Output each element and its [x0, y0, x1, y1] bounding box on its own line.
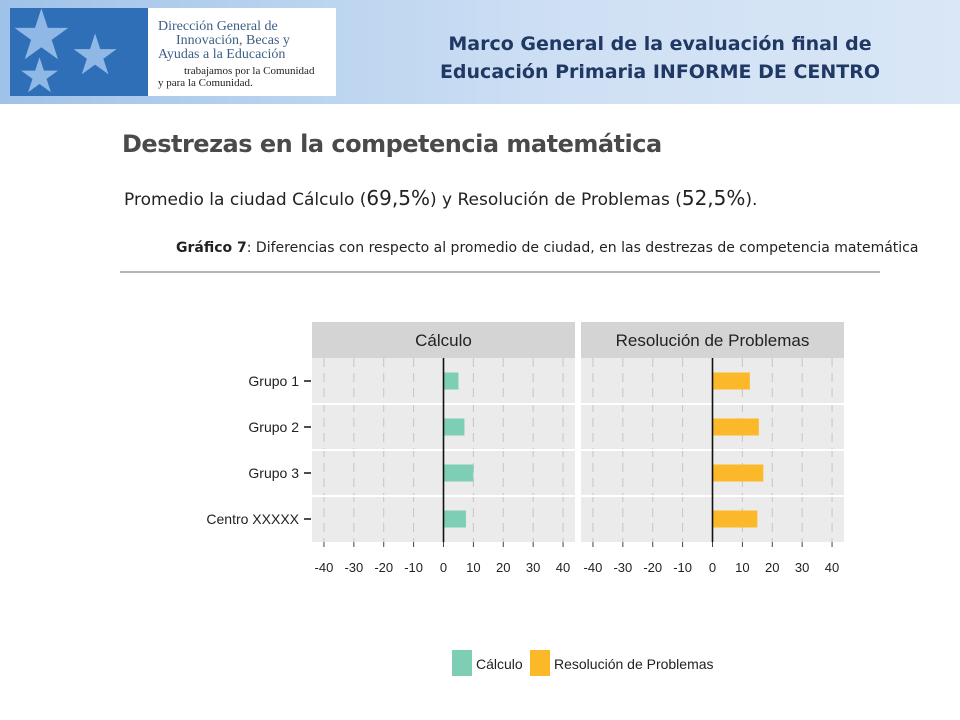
bar-calculo [443, 510, 466, 528]
bar-resolucion [712, 418, 759, 436]
star-icon: ★ [18, 48, 62, 96]
chart: Cálculo -40 -30 -20 -10 0 10 20 30 40 Resolución d… [206, 322, 844, 575]
x-tick-label: 0 [709, 560, 716, 575]
legend-label: Cálculo [476, 656, 523, 672]
resolucion-average: 52,5% [681, 186, 746, 210]
x-tick-label: 40 [556, 560, 570, 575]
bar-resolucion [712, 464, 764, 482]
star-icon: ★ [10, 8, 73, 76]
header-title-line: Marco General de la evaluación final de [448, 33, 872, 55]
x-tick-label: 30 [795, 560, 809, 575]
bar-calculo [443, 372, 459, 390]
section-title: Destrezas en la competencia matemática [122, 130, 662, 158]
x-tick-label: -20 [374, 560, 393, 575]
calculo-average: 69,5% [366, 186, 430, 210]
x-tick-label: 20 [496, 560, 510, 575]
header-title-line: Educación Primaria INFORME DE CENTRO [439, 61, 881, 83]
y-category-label: Grupo 1 [248, 373, 299, 389]
header-banner: ★ ★ ★ Dirección General de Innovación, B… [0, 0, 960, 104]
legend-swatch [530, 650, 550, 676]
x-tick-label: -40 [315, 560, 334, 575]
subtitle: Promedio la ciudad Cálculo (69,5%) y Res… [124, 186, 757, 210]
logo-line: Innovación, Becas y [176, 33, 290, 48]
y-category-label: Centro XXXXX [206, 511, 299, 527]
panel-strip [581, 322, 844, 358]
logo-tagline: trabajamos por la Comunidad [184, 65, 315, 77]
x-tick-label: -30 [344, 560, 363, 575]
x-tick-label: 0 [440, 560, 447, 575]
x-tick-label: 10 [735, 560, 749, 575]
logo-tagline: y para la Comunidad. [158, 77, 253, 89]
x-tick-label: 10 [466, 560, 480, 575]
panel-title: Cálculo [415, 331, 472, 350]
logo: ★ ★ ★ Dirección General de Innovación, B… [10, 8, 336, 96]
bar-calculo [443, 418, 465, 436]
x-tick-label: -30 [613, 560, 632, 575]
x-tick-label: -40 [584, 560, 603, 575]
panel-title: Resolución de Problemas [616, 331, 810, 350]
legend-label: Resolución de Problemas [554, 656, 714, 672]
caption-label: Gráfico 7 [176, 240, 247, 256]
header-title: Marco General de la evaluación final de … [400, 30, 920, 86]
logo-line: Dirección General de [158, 19, 278, 34]
subtitle-text: Promedio la ciudad Cálculo ( [124, 190, 367, 210]
subtitle-text: ) y Resolución de Problemas ( [429, 190, 682, 210]
x-tick-label: -10 [673, 560, 692, 575]
bar-calculo [443, 464, 474, 482]
y-category-label: Grupo 3 [248, 465, 299, 481]
logo-text-card: Dirección General de Innovación, Becas y… [148, 8, 336, 96]
y-category-label: Grupo 2 [248, 419, 299, 435]
logo-line: Ayudas a la Educación [158, 47, 286, 62]
divider [120, 271, 880, 273]
x-tick-label: 40 [825, 560, 839, 575]
x-tick-label: 20 [765, 560, 779, 575]
caption-text: : Diferencias con respecto al promedio d… [246, 240, 919, 256]
subtitle-text: ). [745, 190, 758, 210]
x-tick-label: -20 [643, 560, 662, 575]
x-tick-label: -10 [404, 560, 423, 575]
star-icon: ★ [70, 23, 121, 88]
bar-resolucion [712, 372, 750, 390]
x-tick-label: 30 [526, 560, 540, 575]
bar-resolucion [712, 510, 758, 528]
legend-swatch [452, 650, 472, 676]
panel-strip [312, 322, 575, 358]
chart-caption: Gráfico 7: Diferencias con respecto al p… [176, 240, 918, 256]
